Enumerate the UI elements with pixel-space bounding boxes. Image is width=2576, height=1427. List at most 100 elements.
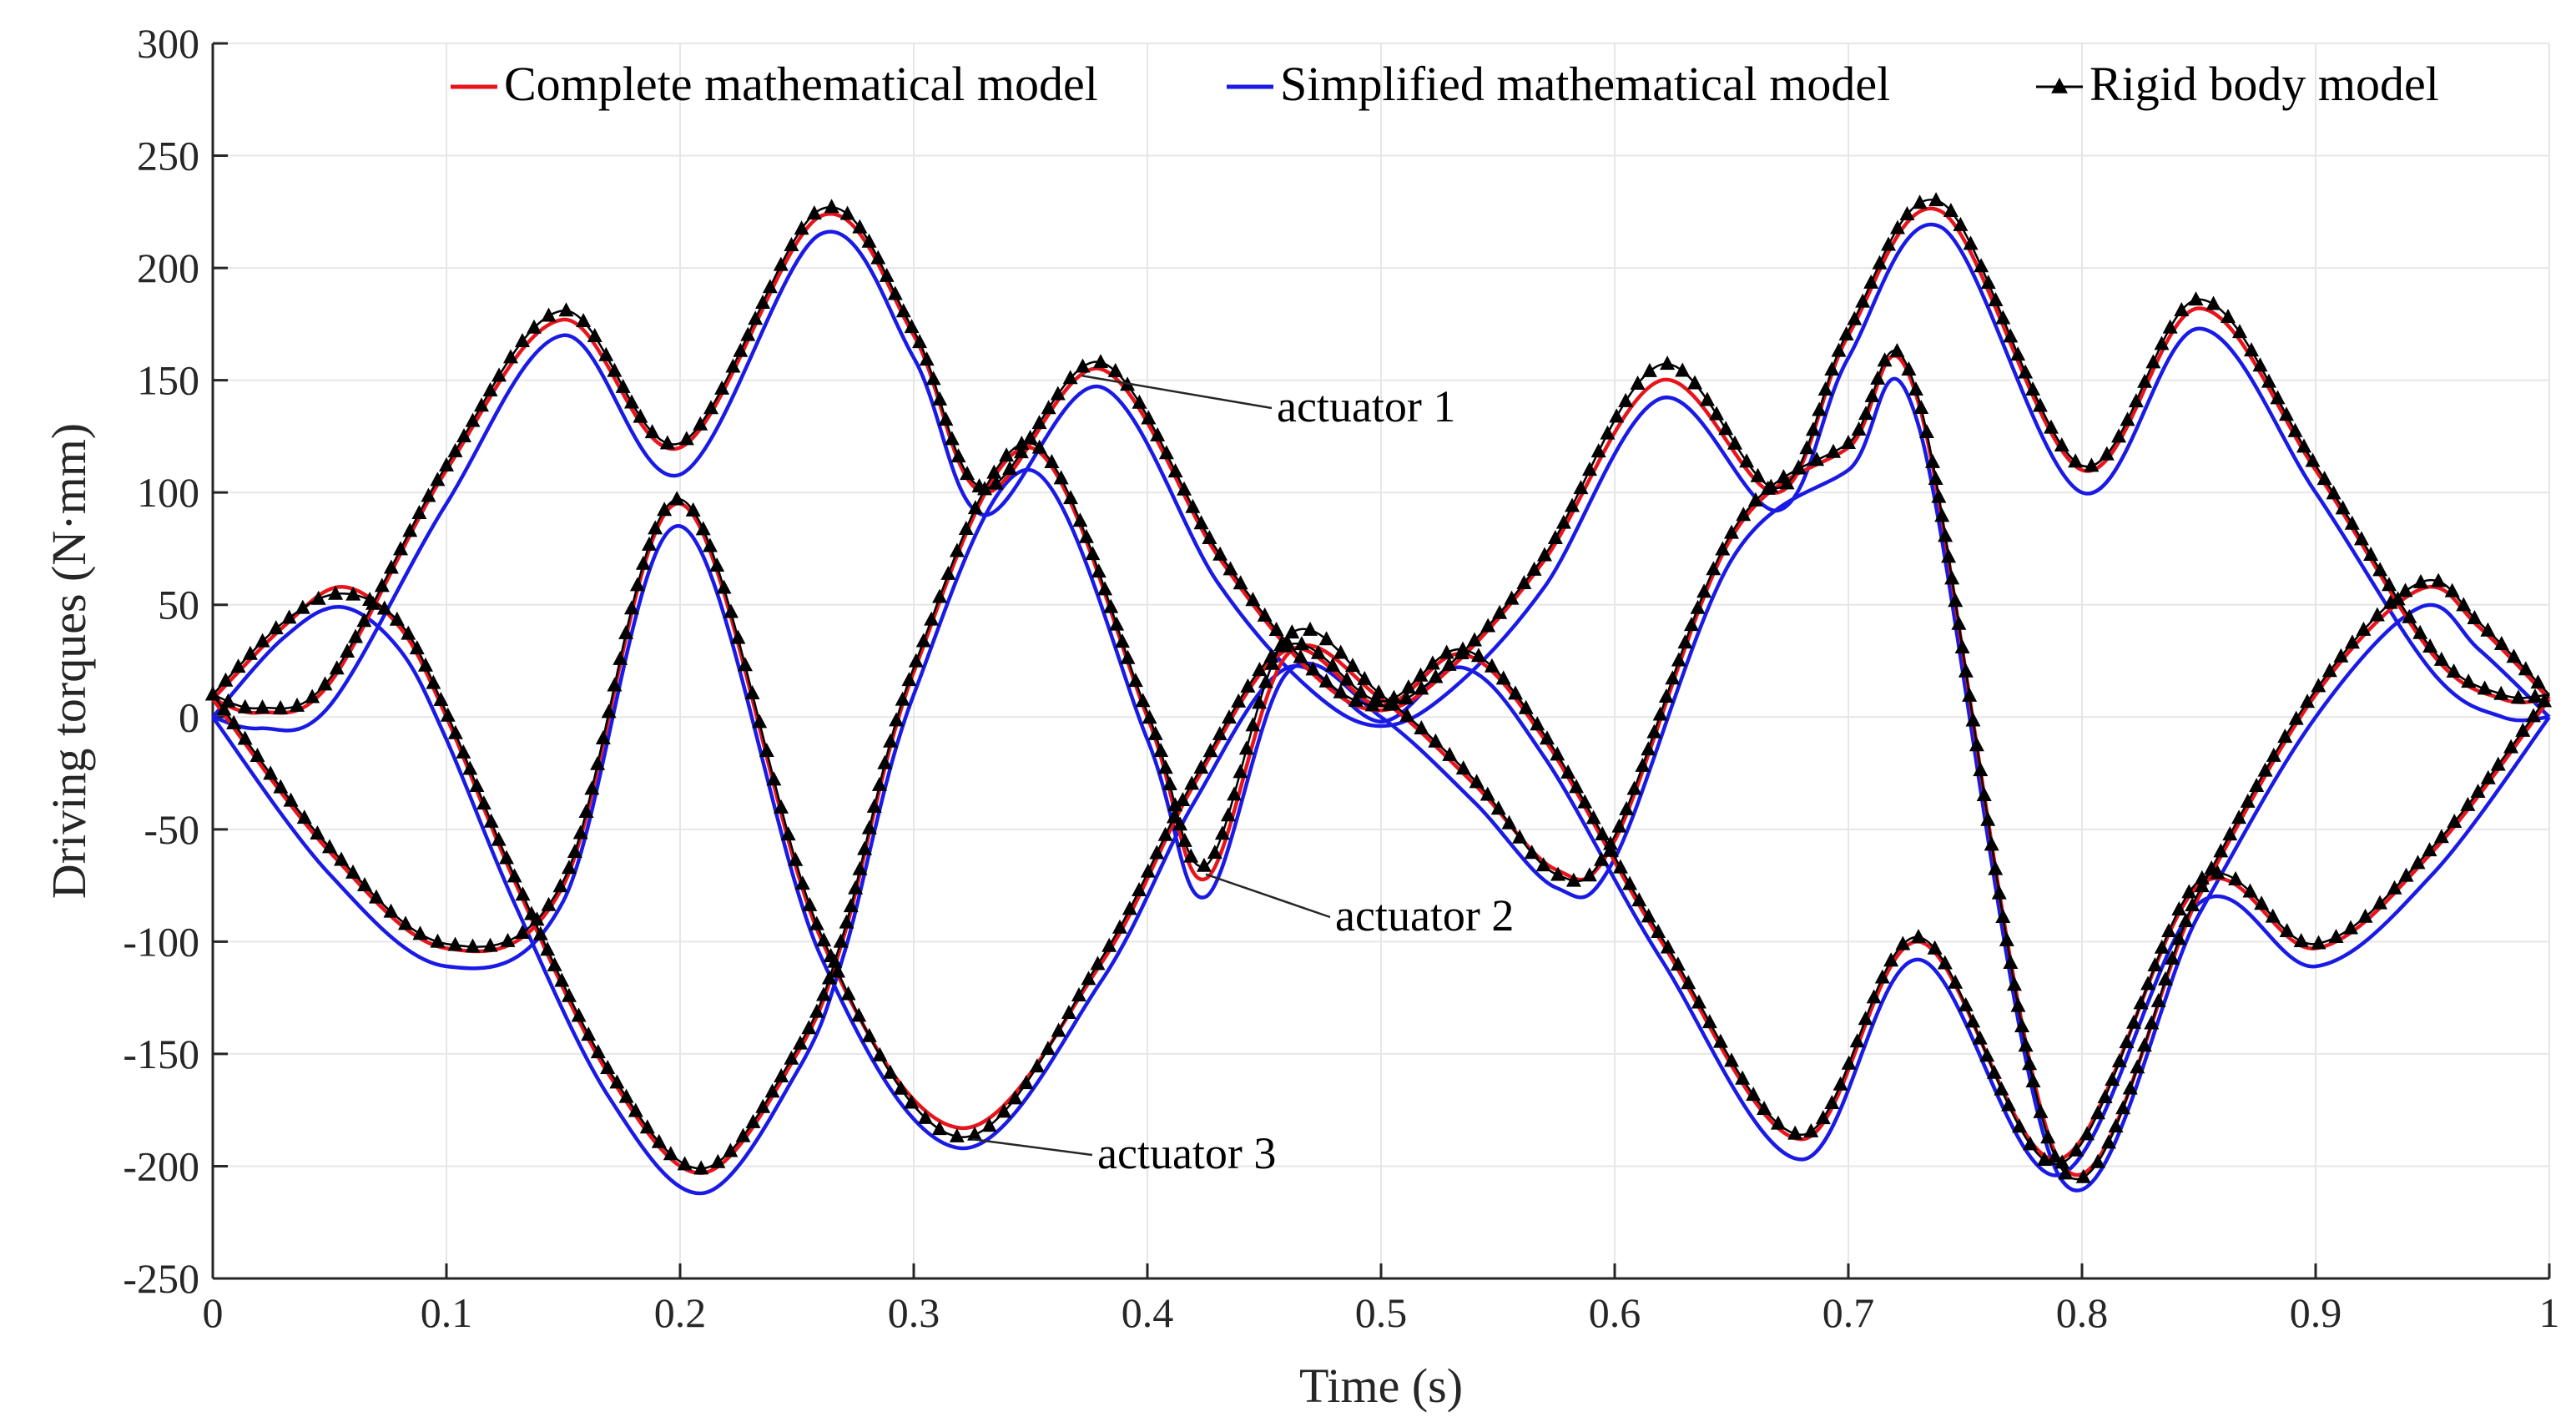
rigid-marker	[1687, 375, 1703, 390]
rigid-marker	[730, 629, 746, 644]
rigid-marker	[2357, 908, 2373, 923]
rigid-marker	[2154, 939, 2170, 954]
rigid-marker	[2126, 1014, 2142, 1029]
rigid-marker	[2232, 324, 2247, 339]
rigid-marker	[532, 925, 548, 940]
rigid-marker	[1760, 480, 1776, 495]
rigid-marker	[1441, 656, 1457, 671]
rigid-marker	[389, 611, 405, 626]
rigid-marker	[744, 685, 760, 700]
rigid-marker	[1690, 599, 1706, 614]
rigid-marker	[317, 676, 333, 691]
rigid-marker	[839, 205, 855, 220]
rigid-marker	[2300, 693, 2316, 708]
rigid-marker	[529, 911, 545, 926]
rigid-marker	[861, 1027, 877, 1042]
rigid-marker	[932, 391, 948, 406]
rigid-marker	[2311, 678, 2326, 693]
rigid-marker	[1149, 845, 1165, 860]
rigid-marker	[1109, 616, 1125, 631]
rigid-marker	[2506, 648, 2522, 663]
rigid-marker	[409, 640, 425, 655]
rigid-marker	[967, 1126, 983, 1141]
y-tick-label: 200	[137, 245, 199, 291]
rigid-marker	[883, 1064, 898, 1079]
rigid-marker	[1348, 692, 1364, 707]
rigid-marker	[439, 456, 454, 471]
rigid-marker	[1895, 935, 1911, 950]
rigid-marker	[960, 466, 975, 481]
rigid-marker	[507, 868, 522, 883]
rigid-marker	[870, 250, 886, 265]
rigid-marker	[1565, 872, 1581, 887]
series-layer	[205, 192, 2552, 1196]
rigid-marker	[1132, 881, 1147, 896]
rigid-marker	[334, 851, 349, 866]
rigid-marker	[482, 937, 498, 952]
rigid-marker	[958, 521, 974, 536]
rigid-marker	[2122, 1080, 2138, 1095]
rigid-marker	[554, 972, 570, 987]
rigid-marker	[273, 779, 289, 794]
rigid-marker	[1603, 842, 1619, 857]
rigid-marker	[1013, 444, 1029, 459]
rigid-marker	[268, 620, 284, 635]
rigid-marker	[598, 346, 614, 361]
rigid-marker	[1153, 743, 1169, 758]
rigid-marker	[2410, 855, 2426, 870]
rigid-marker	[1841, 1055, 1857, 1070]
rigid-marker	[1469, 774, 1485, 789]
rigid-marker	[476, 795, 492, 810]
rigid-marker	[609, 1074, 625, 1089]
rigid-marker	[1962, 687, 1978, 702]
rigid-marker	[816, 932, 832, 947]
rigid-marker	[766, 771, 782, 786]
rigid-marker	[1980, 275, 1996, 290]
rigid-marker	[2261, 373, 2276, 388]
rigid-marker	[889, 712, 905, 727]
rigid-marker	[2456, 597, 2472, 612]
rigid-marker	[1132, 394, 1147, 409]
rigid-marker	[950, 448, 966, 463]
rigid-marker	[2493, 685, 2509, 700]
rigid-marker	[938, 411, 954, 426]
rigid-marker	[904, 319, 920, 334]
rigid-marker	[465, 938, 481, 953]
rigid-marker	[733, 342, 749, 357]
rigid-marker	[2144, 1015, 2160, 1030]
rigid-marker	[794, 875, 810, 890]
rigid-marker	[1310, 644, 1326, 659]
rigid-marker	[618, 624, 634, 639]
rigid-marker	[515, 924, 530, 939]
rigid-marker	[2032, 397, 2048, 412]
rigid-marker	[1470, 648, 1486, 663]
rigid-marker	[755, 294, 771, 309]
rigid-marker	[861, 819, 877, 835]
rigid-marker	[1031, 439, 1047, 454]
rigid-marker	[2288, 710, 2304, 725]
rigid-marker	[1040, 1041, 1056, 1056]
rigid-marker	[2326, 485, 2342, 500]
rigid-marker	[833, 933, 849, 948]
rigid-marker	[1399, 690, 1414, 705]
rigid-marker	[1969, 737, 1984, 752]
rigid-marker	[2099, 446, 2115, 461]
rigid-marker	[2054, 437, 2069, 452]
rigid-marker	[2412, 624, 2428, 639]
rigid-marker	[1120, 649, 1136, 664]
rigid-marker	[784, 1050, 799, 1065]
rigid-marker	[1611, 818, 1627, 833]
rigid-marker	[1547, 529, 1563, 544]
rigid-marker	[2444, 582, 2460, 598]
rigid-marker	[901, 672, 917, 687]
rigid-marker	[2097, 1089, 2113, 1104]
rigid-marker	[482, 382, 498, 397]
rigid-marker	[1849, 1033, 1865, 1048]
rigid-marker	[1651, 923, 1666, 938]
rigid-marker	[1569, 779, 1585, 794]
rigid-marker	[1618, 392, 1634, 407]
rigid-marker	[2244, 342, 2259, 357]
rigid-marker	[1826, 443, 1842, 458]
rigid-marker	[1986, 1064, 2002, 1079]
rigid-marker	[1031, 415, 1047, 430]
